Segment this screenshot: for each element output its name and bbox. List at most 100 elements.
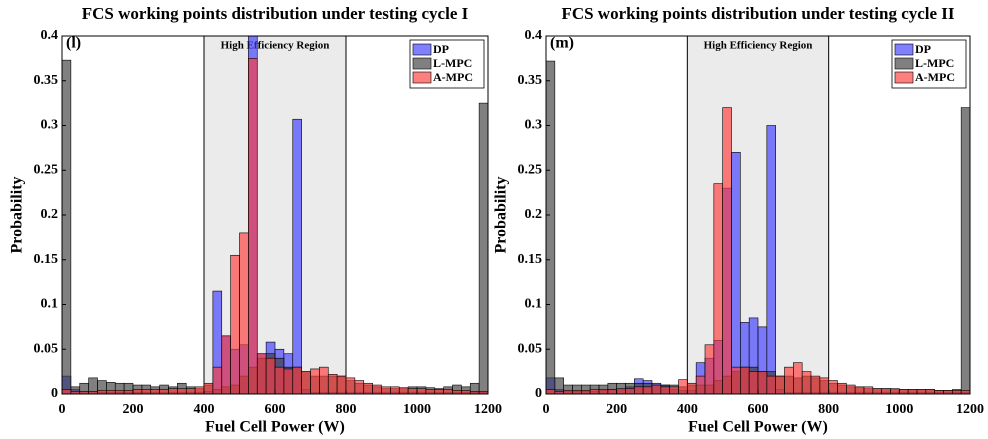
- legend-swatch: [412, 43, 432, 56]
- bar: [283, 368, 294, 395]
- bar: [784, 366, 794, 395]
- bar: [581, 390, 591, 395]
- bar: [212, 366, 223, 395]
- x-tick-label: 0: [543, 402, 550, 417]
- x-tick-label: 1200: [474, 402, 502, 417]
- bar: [793, 362, 803, 395]
- bar: [221, 335, 231, 395]
- bar: [740, 366, 750, 395]
- bar: [810, 375, 821, 395]
- bar: [345, 377, 356, 395]
- bar: [704, 344, 715, 395]
- y-tick-label: 0: [535, 386, 542, 401]
- bar: [960, 107, 971, 395]
- bar: [545, 389, 556, 395]
- bar: [731, 366, 741, 395]
- bar: [248, 58, 258, 395]
- legend-label: L-MPC: [915, 56, 954, 70]
- x-tick-label: 600: [748, 402, 769, 417]
- bar: [434, 389, 444, 395]
- bar: [748, 371, 759, 395]
- bar: [168, 388, 178, 395]
- bar: [336, 375, 347, 395]
- legend-swatch: [894, 71, 914, 84]
- panel-label: (l): [66, 35, 81, 52]
- chart-title: FCS working points distribution under te…: [82, 4, 469, 23]
- bar: [846, 384, 856, 395]
- bar: [407, 388, 418, 395]
- legend-swatch: [894, 43, 914, 56]
- bar: [607, 389, 617, 395]
- bar: [443, 389, 453, 395]
- panel-label: (m): [550, 35, 574, 52]
- bar: [452, 390, 462, 395]
- bar: [425, 389, 436, 395]
- bar: [239, 232, 249, 395]
- bar: [907, 389, 918, 395]
- bar: [274, 366, 285, 395]
- y-tick-label: 0.25: [34, 162, 59, 177]
- bar: [854, 386, 865, 395]
- bar: [372, 384, 382, 395]
- bar: [132, 389, 143, 395]
- legend-label: L-MPC: [433, 56, 472, 70]
- x-tick-label: 1000: [885, 402, 913, 417]
- y-tick-label: 0.05: [518, 341, 543, 356]
- bar: [925, 389, 935, 395]
- panel: FCS working points distribution under te…: [9, 4, 502, 436]
- y-tick-label: 0: [51, 386, 58, 401]
- bar: [461, 390, 471, 395]
- bar: [292, 366, 302, 395]
- bar: [881, 388, 891, 395]
- bar: [354, 380, 365, 395]
- bar: [381, 386, 391, 395]
- y-tick-label: 0.25: [518, 162, 543, 177]
- bar: [265, 357, 276, 395]
- bar: [177, 388, 187, 395]
- bar: [651, 384, 662, 395]
- x-tick-label: 800: [336, 402, 357, 417]
- x-tick-label: 0: [59, 402, 66, 417]
- legend-label: A-MPC: [433, 70, 473, 84]
- x-tick-label: 200: [123, 402, 144, 417]
- bar: [310, 368, 320, 395]
- bar: [766, 125, 776, 395]
- legend-label: DP: [915, 42, 931, 56]
- bar: [390, 386, 400, 395]
- bar: [678, 379, 688, 395]
- bar: [194, 386, 205, 395]
- bar: [766, 375, 776, 395]
- bar: [899, 389, 909, 395]
- bar: [416, 388, 427, 395]
- bar: [863, 386, 874, 395]
- bar: [660, 386, 670, 395]
- y-tick-label: 0.35: [518, 73, 543, 88]
- bar: [695, 375, 706, 395]
- y-tick-label: 0.4: [525, 28, 543, 43]
- y-tick-label: 0.15: [34, 252, 59, 267]
- panel: FCS working points distribution under te…: [493, 4, 984, 436]
- bar: [634, 386, 644, 395]
- bar: [669, 386, 679, 395]
- bar: [230, 254, 240, 395]
- bar: [185, 388, 196, 395]
- y-tick-label: 0.35: [34, 73, 59, 88]
- bar: [952, 390, 962, 395]
- bar: [478, 102, 489, 395]
- x-tick-label: 200: [606, 402, 627, 417]
- y-tick-label: 0.15: [518, 252, 543, 267]
- bar: [890, 388, 900, 395]
- legend-label: A-MPC: [915, 70, 955, 84]
- bar: [589, 389, 600, 395]
- bar: [97, 390, 107, 395]
- x-tick-label: 400: [677, 402, 698, 417]
- x-tick-label: 600: [265, 402, 286, 417]
- bar: [114, 390, 125, 395]
- bar: [319, 366, 329, 395]
- bar: [363, 382, 373, 395]
- bar: [801, 371, 812, 395]
- region: [203, 35, 347, 395]
- bar: [159, 389, 169, 395]
- y-tick-label: 0.1: [41, 297, 59, 312]
